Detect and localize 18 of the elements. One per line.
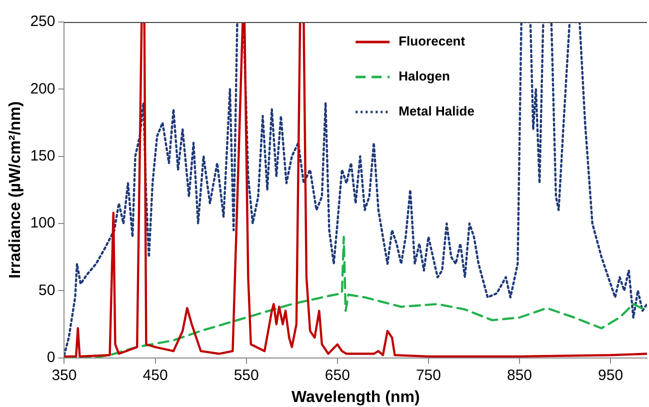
x-tick-label: 850 bbox=[507, 366, 532, 384]
legend-label: Metal Halide bbox=[398, 104, 474, 119]
y-axis-title: Irradiance (µW/cm²/nm) bbox=[7, 101, 24, 279]
x-axis-title: Wavelength (nm) bbox=[291, 388, 420, 406]
y-tick-label: 0 bbox=[46, 348, 56, 366]
y-tick-label: 250 bbox=[30, 13, 56, 30]
y-tick-label: 150 bbox=[30, 147, 56, 164]
x-tick-label: 350 bbox=[52, 366, 77, 384]
y-tick-label: 100 bbox=[30, 214, 56, 232]
legend-label: Fluorecent bbox=[398, 34, 466, 49]
x-tick-label: 750 bbox=[416, 366, 441, 384]
y-tick-label: 50 bbox=[38, 282, 56, 299]
x-tick-label: 450 bbox=[142, 366, 168, 384]
x-tick-label: 950 bbox=[598, 366, 624, 384]
legend-label: Halogen bbox=[398, 68, 450, 84]
y-tick-label: 200 bbox=[30, 80, 56, 98]
x-tick-label: 650 bbox=[324, 366, 350, 384]
x-tick-label: 550 bbox=[234, 366, 259, 384]
